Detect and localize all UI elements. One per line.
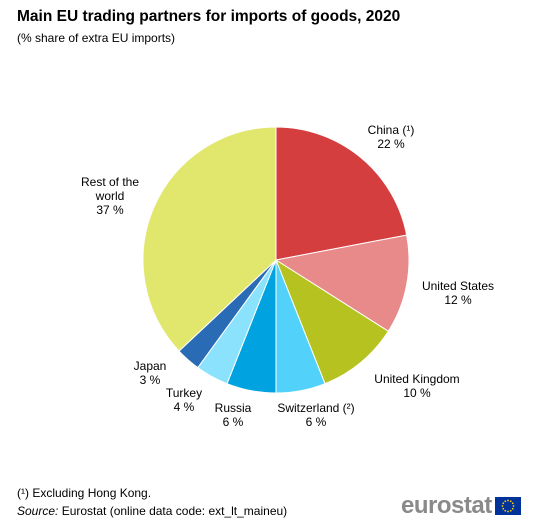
flag-star xyxy=(504,500,506,503)
slice-value-label: 6 % xyxy=(306,415,327,429)
flag-star xyxy=(512,505,515,507)
chart-subtitle: (% share of extra EU imports) xyxy=(17,31,176,45)
pie-slice xyxy=(274,258,389,385)
pie-slice xyxy=(142,126,277,352)
source-prefix: Source: xyxy=(17,504,59,518)
slice-name-label: Russia xyxy=(215,401,252,415)
flag-star xyxy=(509,500,512,503)
slice-value-label: 3 % xyxy=(140,373,161,387)
slice-label: Russia 6 % xyxy=(215,401,252,429)
flag-star xyxy=(509,509,512,512)
pie-slice xyxy=(275,126,408,261)
slice-label: United States 12 % xyxy=(422,279,494,307)
slice-value-label: 22 % xyxy=(377,137,405,151)
pie-slice xyxy=(274,234,410,332)
slice-name-label: United Kingdom xyxy=(374,372,459,386)
slice-value-label: 4 % xyxy=(174,400,195,414)
flag-star xyxy=(502,507,504,510)
flag-star xyxy=(506,510,509,513)
flag-star xyxy=(506,499,509,502)
slice-name-label: China (¹) xyxy=(368,123,415,137)
chart-title: Main EU trading partners for imports of … xyxy=(17,8,401,25)
source-text: Eurostat (online data code: ext_lt_maine… xyxy=(58,504,288,518)
flag-star xyxy=(504,509,506,512)
slice-name-label: Japan xyxy=(134,359,167,373)
slice-label: Switzerland (²) 6 % xyxy=(277,401,354,429)
slice-label: Japan 3 % xyxy=(134,359,167,387)
slice-name-label: Turkey xyxy=(166,386,202,400)
pie-chart: China (¹) 22 % United States 12 % United Kin… xyxy=(81,123,494,429)
slice-name-label: Rest of the xyxy=(81,175,139,189)
slice-value-label: 6 % xyxy=(223,415,244,429)
slice-label: Rest of the world 37 % xyxy=(81,175,139,217)
eurostat-logo: eurostat xyxy=(401,492,521,520)
slice-value-label: 10 % xyxy=(403,386,431,400)
flag-star xyxy=(502,502,504,505)
flag-star xyxy=(501,505,504,507)
logo-text: eurostat xyxy=(401,492,492,519)
source-line: Source: Eurostat (online data code: ext_… xyxy=(17,504,287,518)
slice-label: China (¹) 22 % xyxy=(368,123,415,151)
footnote: (¹) Excluding Hong Kong. xyxy=(17,486,152,500)
flag-star xyxy=(511,502,514,505)
slice-value-label: 12 % xyxy=(444,293,472,307)
slice-label: Turkey 4 % xyxy=(166,386,202,414)
slice-name-label: United States xyxy=(422,279,494,293)
slice-label: United Kingdom 10 % xyxy=(374,372,459,400)
eu-flag-icon xyxy=(494,497,521,515)
slice-value-label: 37 % xyxy=(96,203,124,217)
flag-star xyxy=(511,507,514,510)
slice-name-label: world xyxy=(95,189,125,203)
slice-name-label: Switzerland (²) xyxy=(277,401,354,415)
